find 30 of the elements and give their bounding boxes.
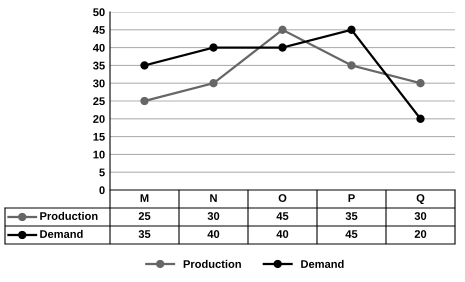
y-tick-label: 35 [93, 62, 105, 70]
data-label: 30 [414, 212, 426, 220]
y-tick-label: 10 [93, 150, 105, 159]
y-tick-label: 45 [92, 26, 105, 34]
x-tick-label: Q [416, 194, 424, 204]
text: Production [184, 260, 241, 268]
data-label: 40 [276, 230, 288, 238]
y-tick-label: 5 [99, 168, 105, 176]
legend-label: Demand [40, 230, 83, 238]
y-tick-label: 25 [93, 97, 105, 106]
data-label: 25 [138, 212, 150, 220]
x-tick-label: O [278, 194, 286, 202]
y-tick-label: 50 [93, 8, 105, 16]
y-tick-label: 30 [93, 79, 105, 88]
data-label: 30 [208, 212, 220, 220]
x-tick-label: P [348, 194, 355, 202]
data-label: 35 [138, 230, 150, 238]
x-tick-label: N [210, 194, 217, 202]
text: Demand [301, 260, 344, 268]
y-tick-label: 40 [92, 44, 105, 52]
data-label: 35 [346, 212, 358, 220]
data-label: 40 [207, 230, 220, 238]
x-tick-label: M [140, 194, 148, 202]
y-tick-label: 15 [93, 132, 105, 141]
y-tick-label: 20 [93, 115, 105, 123]
data-label: 45 [345, 230, 358, 238]
data-label: 20 [414, 230, 426, 238]
y-tick-label: 0 [99, 186, 105, 194]
data-label: 45 [276, 212, 288, 220]
legend-label: Production [40, 212, 98, 220]
